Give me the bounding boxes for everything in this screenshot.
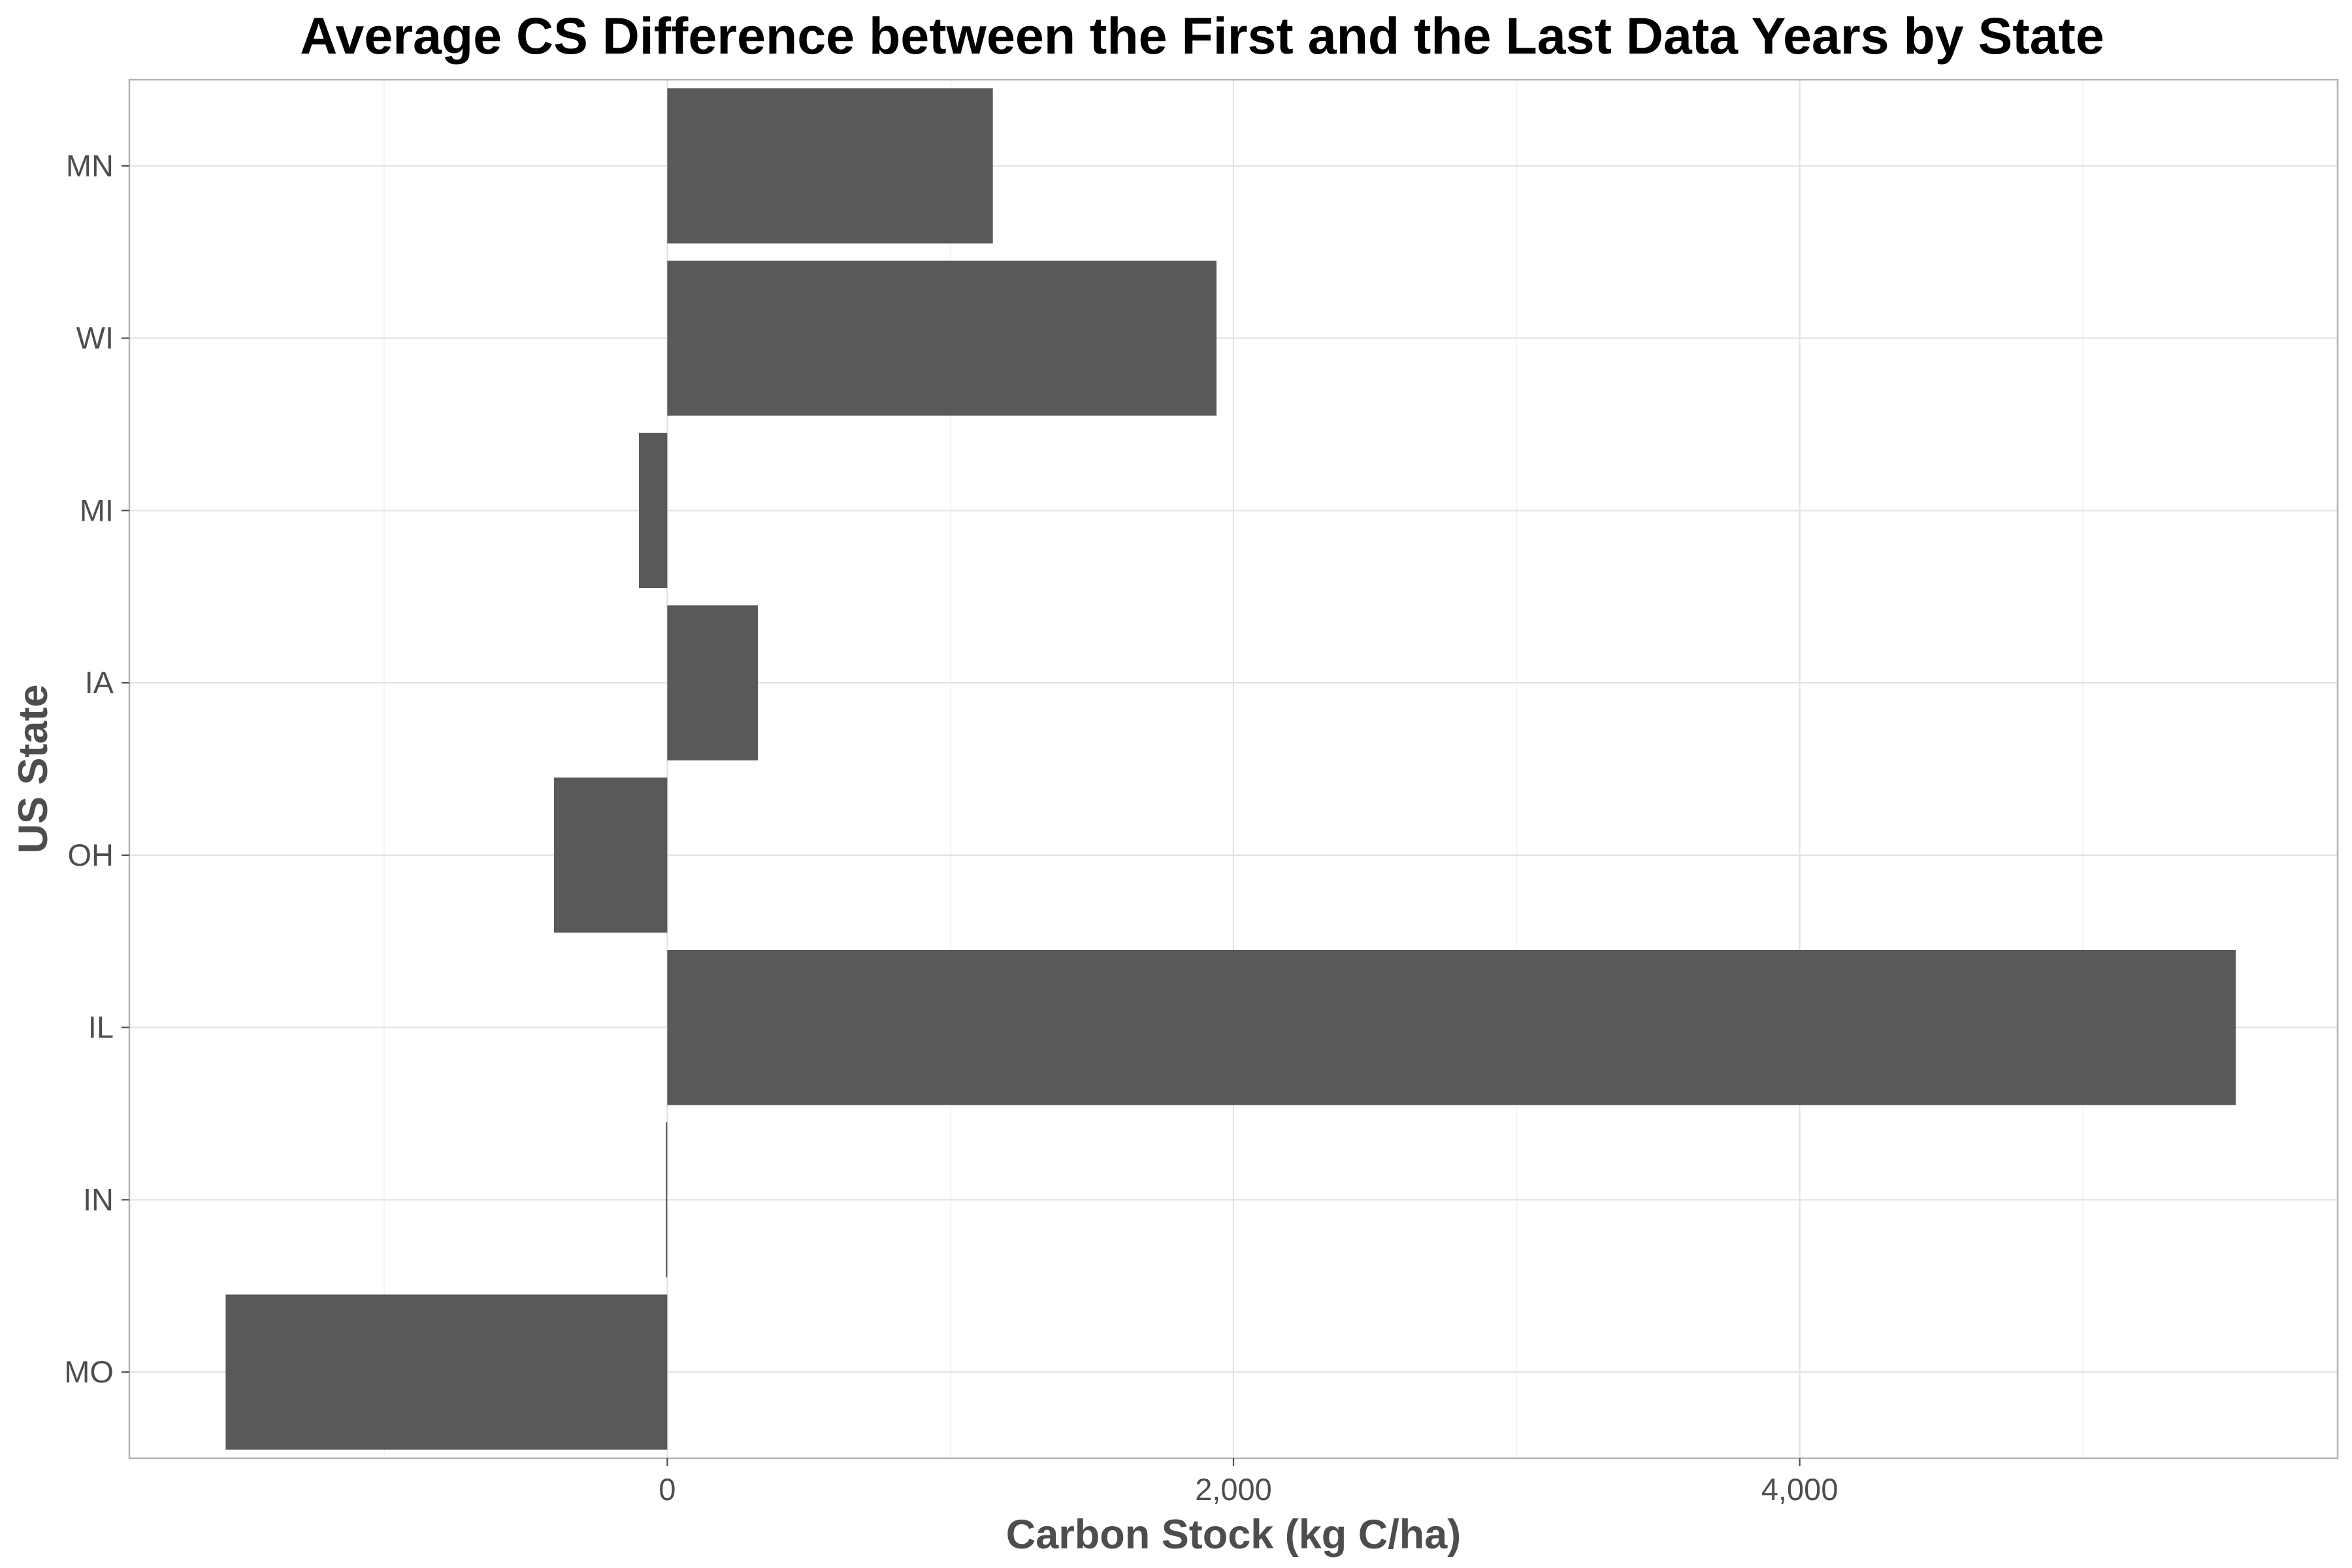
y-tick-label: IN	[83, 1182, 114, 1217]
bar-ia	[667, 605, 758, 760]
y-tick-label: MO	[64, 1354, 114, 1389]
x-axis-title: Carbon Stock (kg C/ha)	[1006, 1512, 1462, 1558]
bar-oh	[554, 777, 668, 933]
bar-mo	[225, 1294, 668, 1450]
y-axis: MN WI MI IA OH IL IN MO	[64, 148, 129, 1389]
major-gridlines	[129, 80, 2338, 1458]
y-axis-title: US State	[10, 684, 56, 853]
y-tick-label: WI	[76, 321, 114, 355]
y-tick-label: MN	[66, 148, 114, 183]
bar-wi	[667, 260, 1217, 416]
y-tick-label: IA	[85, 665, 114, 700]
y-tick-label: OH	[68, 838, 114, 872]
bar-mn	[667, 88, 993, 244]
bars	[225, 88, 2236, 1450]
chart-title: Average CS Difference between the First …	[300, 7, 2104, 65]
bar-mi	[639, 433, 668, 589]
x-tick-label: 0	[659, 1472, 676, 1507]
bar-in	[666, 1122, 668, 1278]
x-tick-label: 4,000	[1761, 1472, 1838, 1507]
x-axis: 0 2,000 4,000	[659, 1458, 1838, 1507]
x-tick-label: 2,000	[1195, 1472, 1272, 1507]
y-tick-label: MI	[80, 493, 114, 527]
bar-il	[667, 949, 2236, 1105]
y-tick-label: IL	[88, 1010, 114, 1045]
